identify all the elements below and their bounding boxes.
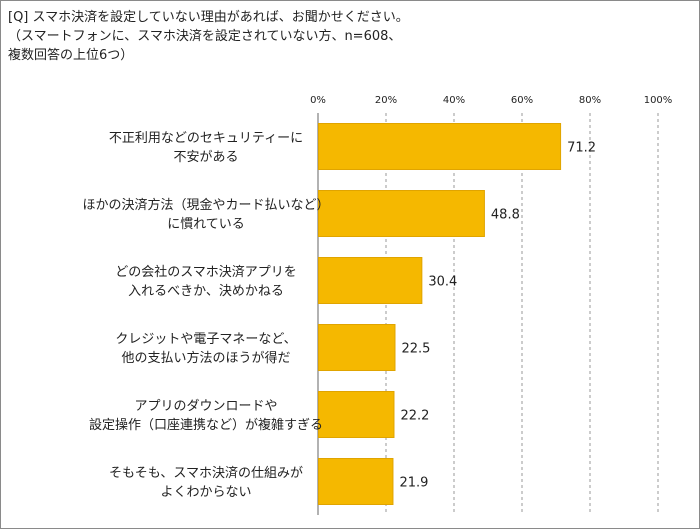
data-label: 48.8: [491, 208, 520, 223]
bar: [318, 257, 423, 304]
category-label: よくわからない: [160, 485, 251, 500]
category-label: 他の支払い方法のほうが得だ: [121, 350, 290, 366]
x-tick-label: 60%: [511, 95, 533, 106]
category-label: クレジットや電子マネーなど、: [115, 332, 296, 347]
bar: [318, 391, 395, 438]
category-label: ほかの決済方法（現金やカード払いなど）: [82, 197, 329, 213]
category-label: 設定操作（口座連携など）が複雑すぎる: [89, 417, 323, 433]
x-tick-label: 0%: [310, 95, 326, 106]
bar: [318, 458, 394, 505]
category-label: 不正利用などのセキュリティーに: [109, 131, 303, 146]
question-line-1: [Q] スマホ決済を設定していない理由があれば、お聞かせください。: [8, 10, 409, 25]
category-label: アプリのダウンロードや: [134, 399, 277, 414]
x-tick-label: 40%: [443, 95, 465, 106]
category-label: 不安がある: [173, 150, 238, 165]
data-label: 22.5: [402, 342, 431, 357]
x-tick-label: 20%: [375, 95, 397, 106]
data-label: 22.2: [400, 409, 429, 424]
data-label: 21.9: [399, 476, 428, 491]
question-line-3: 複数回答の上位6つ）: [8, 48, 134, 63]
category-label: そもそも、スマホ決済の仕組みが: [109, 465, 303, 481]
data-label: 71.2: [567, 141, 596, 156]
category-label: 入れるべきか、決めかねる: [128, 284, 284, 299]
bar: [318, 190, 485, 237]
data-label: 30.4: [428, 275, 457, 290]
category-label: に慣れている: [167, 216, 245, 232]
bar: [318, 324, 396, 371]
category-label: どの会社のスマホ決済アプリを: [115, 264, 297, 280]
x-tick-label: 100%: [644, 95, 673, 106]
chart-question: [Q] スマホ決済を設定していない理由があれば、お聞かせください。 （スマートフ…: [8, 8, 409, 65]
question-line-2: （スマートフォンに、スマホ決済を設定されていない方、n=608、: [8, 29, 402, 44]
bar: [318, 123, 562, 170]
x-tick-label: 80%: [579, 95, 601, 106]
